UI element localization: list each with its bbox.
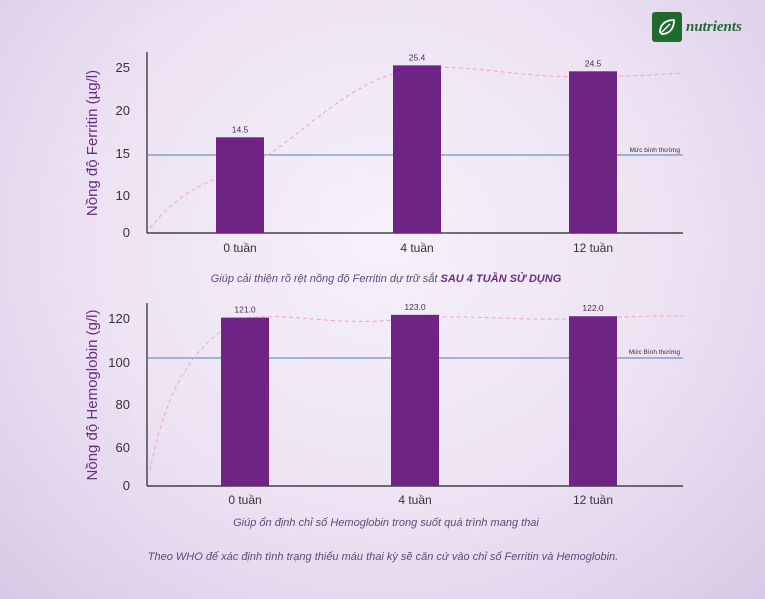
hemoglobin-bar-2 <box>569 316 617 486</box>
ferritin-yticks: 0 10 15 20 25 <box>116 60 130 240</box>
ferritin-bar-1 <box>393 65 441 233</box>
ferritin-categories: 0 tuần 4 tuần 12 tuần <box>223 241 613 255</box>
hemoglobin-bar-0 <box>221 317 269 486</box>
hemoglobin-chart: 121.0 123.0 122.0 0 60 80 100 120 0 tuần 4 tuần… <box>84 302 684 529</box>
hemoglobin-categories: 0 tuần 4 tuần 12 tuần <box>228 493 613 507</box>
ferritin-caption-emphasis: SAU 4 TUẦN SỬ DỤNG <box>441 272 562 285</box>
ferritin-category-2: 12 tuần <box>573 241 613 255</box>
hemoglobin-data-label-0: 121.0 <box>234 305 256 315</box>
footnote: Theo WHO để xác định tình trạng thiếu má… <box>148 551 618 563</box>
ferritin-ytick-25: 25 <box>116 60 130 75</box>
hemoglobin-category-2: 12 tuần <box>573 493 613 507</box>
hemoglobin-ytick-120: 120 <box>108 311 130 326</box>
hemoglobin-bars: 121.0 123.0 122.0 <box>221 302 617 486</box>
ferritin-ylabel: Nồng độ Ferritin (µg/l) <box>84 70 101 216</box>
ferritin-caption: Giúp cải thiện rõ rệt nồng độ Ferritin d… <box>211 272 562 285</box>
ferritin-data-label-2: 24.5 <box>585 58 602 68</box>
ferritin-bar-2 <box>569 71 617 233</box>
hemoglobin-ytick-60: 60 <box>116 440 130 455</box>
hemoglobin-category-0: 0 tuần <box>228 493 261 507</box>
ferritin-category-0: 0 tuần <box>223 241 256 255</box>
ferritin-ytick-20: 20 <box>116 103 130 118</box>
ferritin-data-label-1: 25.4 <box>409 52 426 62</box>
hemoglobin-ytick-0: 0 <box>123 478 130 493</box>
ferritin-category-1: 4 tuần <box>400 241 433 255</box>
hemoglobin-yticks: 0 60 80 100 120 <box>108 311 130 493</box>
brand-name: nutrients <box>686 18 742 35</box>
ferritin-bars: 14.5 25.4 24.5 <box>216 52 617 233</box>
ferritin-data-label-0: 14.5 <box>232 124 249 134</box>
ferritin-chart: 14.5 25.4 24.5 0 10 15 20 25 0 tuần 4 tuần 12 tu… <box>84 52 684 285</box>
hemoglobin-caption: Giúp ổn định chỉ số Hemoglobin trong suố… <box>233 517 539 529</box>
ferritin-ytick-0: 0 <box>123 225 130 240</box>
hemoglobin-bar-1 <box>391 314 439 486</box>
hemoglobin-category-1: 4 tuần <box>398 493 431 507</box>
hemoglobin-data-label-2: 122.0 <box>582 303 604 313</box>
brand-logo: nutrients <box>652 12 742 42</box>
ferritin-ytick-15: 15 <box>116 146 130 161</box>
ferritin-ytick-10: 10 <box>116 188 130 203</box>
ferritin-caption-text: Giúp cải thiện rõ rệt nồng độ Ferritin d… <box>211 272 439 285</box>
ferritin-ref-label: Mức bình thường <box>629 147 680 154</box>
hemoglobin-ytick-80: 80 <box>116 397 130 412</box>
hemoglobin-ylabel: Nồng độ Hemoglobin (g/l) <box>84 310 101 481</box>
hemoglobin-data-label-1: 123.0 <box>404 302 426 312</box>
hemoglobin-ref-label: Mức Bình thường <box>629 349 681 356</box>
ferritin-bar-0 <box>216 137 264 233</box>
leaf-icon <box>652 12 682 42</box>
hemoglobin-ytick-100: 100 <box>108 355 130 370</box>
